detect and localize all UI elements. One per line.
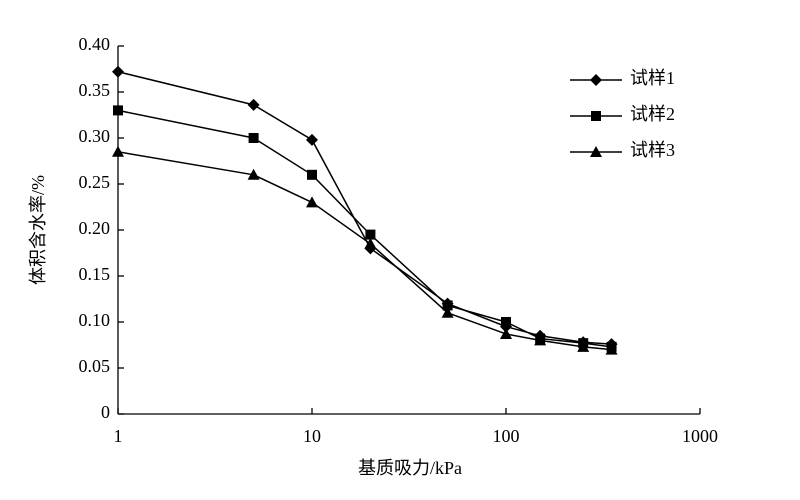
marker: [113, 105, 123, 116]
marker: [501, 317, 511, 327]
legend-label: 试样2: [630, 104, 675, 124]
y-tick-label: 0.05: [79, 356, 111, 376]
marker: [365, 229, 376, 240]
x-tick-label: 10: [303, 426, 321, 446]
marker: [605, 343, 618, 355]
x-axis-label: 基质吸力/kPa: [358, 458, 462, 478]
y-tick-label: 0.35: [79, 80, 111, 100]
marker: [247, 168, 260, 180]
x-tick-label: 100: [493, 426, 520, 446]
y-tick-label: 0.25: [79, 172, 111, 192]
marker: [247, 98, 260, 111]
marker: [590, 146, 602, 157]
legend-label: 试样3: [630, 140, 675, 160]
series-line: [117, 71, 612, 345]
marker: [577, 340, 590, 352]
x-tick-label: 1000: [682, 426, 718, 446]
marker: [364, 237, 377, 249]
y-axis-label: 体积含水率/%: [28, 175, 48, 285]
marker: [591, 111, 601, 121]
y-tick-label: 0.20: [79, 218, 111, 238]
marker: [590, 74, 602, 86]
y-tick-label: 0.30: [79, 126, 111, 146]
y-tick-label: 0.40: [79, 34, 111, 54]
y-tick-label: 0.15: [79, 264, 111, 284]
marker: [306, 133, 318, 146]
marker: [112, 145, 124, 157]
series-line: [117, 151, 612, 351]
marker: [306, 196, 318, 208]
x-tick-label: 1: [114, 426, 123, 446]
marker: [248, 133, 259, 143]
series-line: [117, 109, 612, 348]
marker: [442, 300, 453, 311]
legend-label: 试样1: [630, 68, 675, 88]
y-tick-label: 0.10: [79, 310, 111, 330]
marker: [441, 306, 454, 318]
marker: [534, 334, 547, 346]
y-tick-label: 0: [101, 402, 110, 422]
marker: [500, 327, 512, 339]
marker: [112, 65, 124, 78]
marker: [307, 169, 317, 180]
